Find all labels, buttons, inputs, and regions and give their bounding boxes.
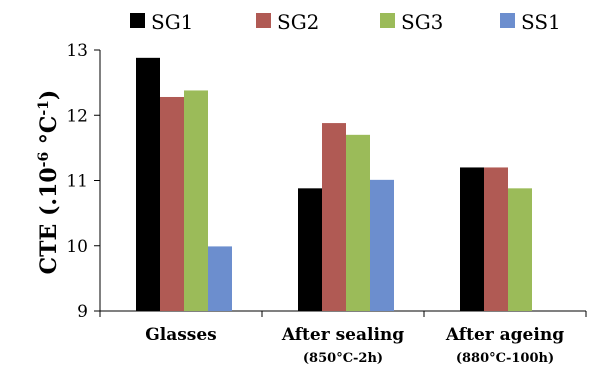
legend-label-ss1: SS1 — [521, 10, 561, 34]
bar-sg2-1 — [322, 123, 346, 311]
bar-ss1-0 — [208, 246, 232, 311]
category-labels: Glasses After sealing (850°C-2h) After agei… — [145, 325, 564, 366]
legend-label-sg2: SG2 — [277, 10, 319, 34]
legend-swatch-sg1 — [130, 13, 145, 28]
x-axis — [99, 310, 587, 317]
legend-swatch-ss1 — [500, 13, 515, 28]
bar-ss1-1 — [370, 179, 394, 311]
bar-sg2-0 — [160, 96, 184, 311]
bar-sg1-2 — [460, 167, 484, 311]
bars — [136, 57, 532, 311]
y-tick-label: 9 — [77, 302, 88, 322]
legend: SG1 SG2 SG3 SS1 — [130, 10, 561, 34]
y-tick-label: 13 — [66, 41, 88, 61]
bar-sg1-0 — [136, 57, 160, 311]
y-tick-label: 10 — [66, 237, 88, 257]
legend-swatch-sg2 — [256, 13, 271, 28]
category-label: Glasses — [145, 325, 217, 345]
legend-swatch-sg3 — [380, 13, 395, 28]
category-sublabel: (880°C-100h) — [456, 351, 554, 366]
category-label: After sealing — [281, 325, 404, 345]
y-tick-label: 12 — [66, 106, 88, 126]
bar-sg2-2 — [484, 167, 508, 311]
legend-label-sg1: SG1 — [151, 10, 193, 34]
category-label: After ageing — [445, 325, 564, 345]
bar-sg3-2 — [508, 188, 532, 311]
y-tick-label: 11 — [66, 172, 88, 192]
y-axis: 9 10 11 12 13 — [66, 41, 101, 322]
y-axis-label: CTE (.10-6 °C-1) — [36, 90, 62, 275]
bar-sg3-0 — [184, 90, 208, 311]
bar-sg3-1 — [346, 134, 370, 311]
legend-label-sg3: SG3 — [401, 10, 443, 34]
category-sublabel: (850°C-2h) — [303, 351, 383, 366]
bar-sg1-1 — [298, 188, 322, 311]
